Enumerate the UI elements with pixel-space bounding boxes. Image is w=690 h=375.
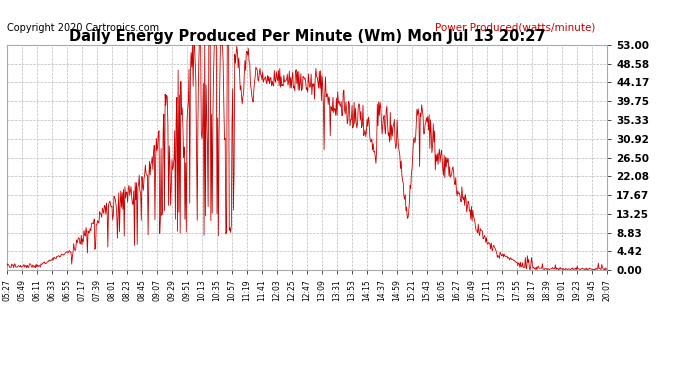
Text: Copyright 2020 Cartronics.com: Copyright 2020 Cartronics.com [7,22,159,33]
Text: Power Produced(watts/minute): Power Produced(watts/minute) [435,22,595,33]
Title: Daily Energy Produced Per Minute (Wm) Mon Jul 13 20:27: Daily Energy Produced Per Minute (Wm) Mo… [69,29,545,44]
